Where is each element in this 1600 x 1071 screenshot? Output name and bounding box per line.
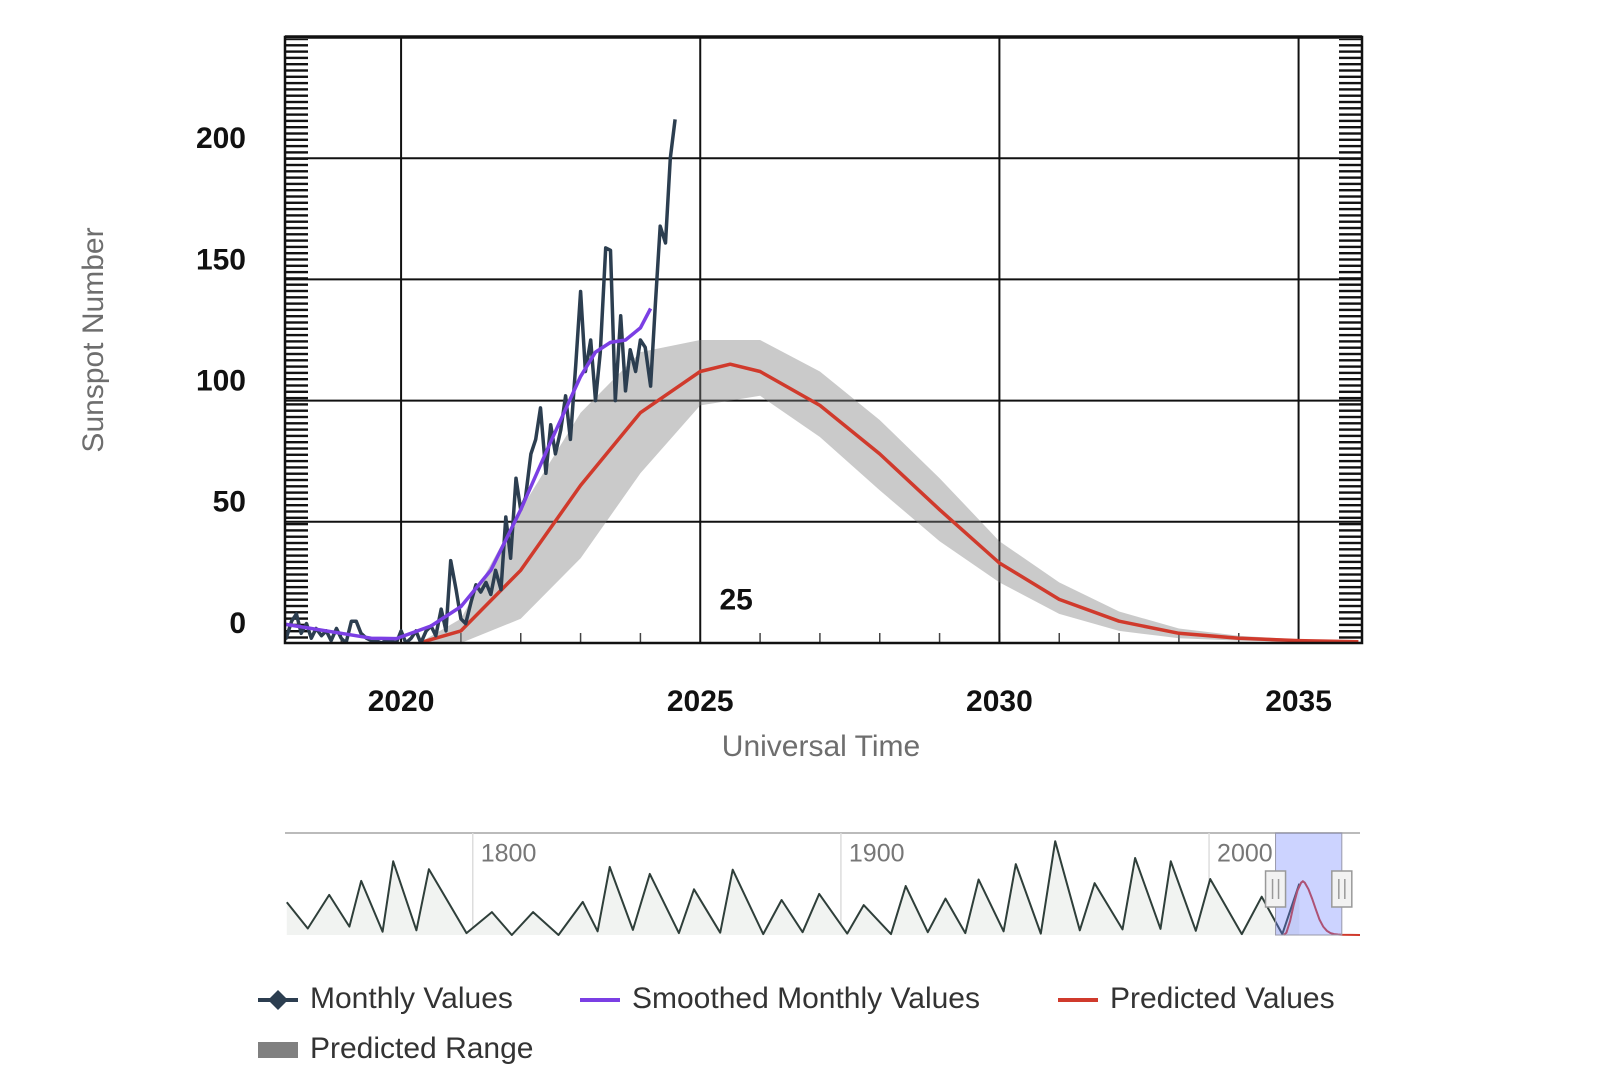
legend-item[interactable]: Monthly Values [258,982,513,1015]
series-line [418,362,1359,643]
navigator-label: 1900 [849,840,905,868]
legend-item[interactable]: Smoothed Monthly Values [580,982,980,1015]
legend-label: Predicted Values [1110,982,1335,1015]
legend-label: Smoothed Monthly Values [632,982,980,1015]
navigator-window [1275,832,1343,936]
y-tick-label: 0 [229,607,246,640]
navigator-label: 1800 [481,840,537,868]
cycle-annotation: 25 [719,584,752,617]
x-tick-label: 2020 [368,685,435,718]
legend-item[interactable]: Predicted Values [1058,982,1335,1015]
left-ruler [286,39,308,641]
y-tick-label: 50 [213,486,246,519]
y-axis-title: Sunspot Number [77,227,110,452]
legend-label: Monthly Values [310,982,513,1015]
legend-swatch [258,1042,298,1058]
x-tick-label: 2035 [1265,685,1332,718]
y-tick-label: 100 [196,365,246,398]
series-line [285,307,653,641]
y-tick-label: 150 [196,243,246,276]
legend-marker [268,990,288,1010]
navigator-label: 2000 [1217,840,1273,868]
y-tick-label: 200 [196,122,246,155]
navigator-line [286,840,1301,936]
right-ruler [1339,39,1361,641]
legend-item[interactable]: Predicted Range [258,1032,533,1065]
navigator-handle[interactable] [1331,870,1353,908]
navigator-predicted [1283,880,1361,936]
navigator-handle[interactable] [1264,870,1287,908]
x-tick-label: 2025 [667,685,734,718]
predicted-range [419,340,1359,643]
plot-series [285,119,1359,643]
x-axis-title: Universal Time [722,730,920,763]
plot-area [285,37,1362,643]
legend-label: Predicted Range [310,1032,533,1065]
navigator-area [286,841,1300,935]
x-tick-label: 2030 [966,685,1033,718]
series-line [285,119,677,643]
